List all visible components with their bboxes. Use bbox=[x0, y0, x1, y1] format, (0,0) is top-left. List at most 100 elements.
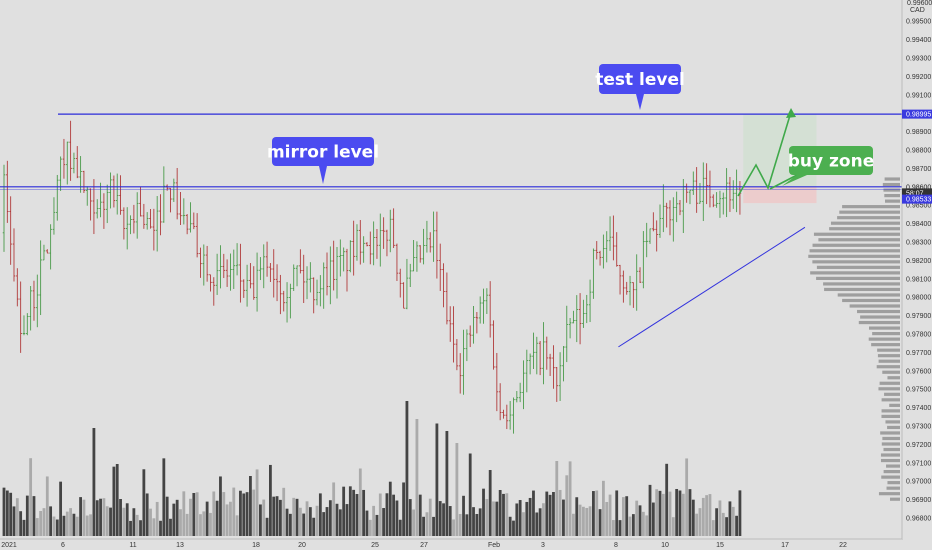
volume-bar bbox=[478, 508, 482, 536]
volume-bar bbox=[518, 500, 522, 536]
projected-path-arrowhead bbox=[786, 108, 796, 118]
volume-bar bbox=[562, 499, 565, 536]
volume-bar bbox=[345, 504, 349, 536]
buy-zone-stop-area bbox=[743, 186, 817, 204]
volume-bar bbox=[249, 476, 252, 536]
volume-profile-bar bbox=[881, 414, 900, 418]
volume-bar bbox=[638, 505, 642, 536]
volume-bar bbox=[12, 506, 16, 536]
time-tick-label: 17 bbox=[781, 542, 789, 549]
price-tag-label: 0.98995 bbox=[906, 112, 931, 119]
volume-bar bbox=[605, 501, 609, 536]
volume-bar bbox=[545, 491, 549, 536]
volume-bar bbox=[99, 498, 102, 536]
volume-bar bbox=[721, 512, 725, 536]
volume-bar bbox=[372, 505, 376, 536]
volume-profile-bar bbox=[887, 481, 900, 485]
test-level-callout-box bbox=[599, 64, 681, 94]
volume-bar bbox=[285, 508, 289, 536]
volume-profile-bar bbox=[883, 447, 900, 452]
volume-bar bbox=[59, 481, 63, 536]
volume-bar bbox=[492, 501, 495, 536]
volume-bar bbox=[405, 401, 409, 536]
buy-zone-callout: buy zone bbox=[782, 146, 874, 186]
volume-profile-bar bbox=[823, 282, 900, 286]
mirror-level-callout-box bbox=[272, 137, 374, 166]
volume-bar bbox=[578, 504, 582, 536]
time-tick-label: 10 bbox=[661, 542, 669, 549]
volume-bar bbox=[572, 513, 575, 536]
volume-bar bbox=[715, 508, 719, 536]
volume-bar bbox=[375, 514, 379, 536]
volume-bar bbox=[332, 482, 336, 536]
price-tick-label: 0.99200 bbox=[906, 74, 931, 81]
volume-bar bbox=[552, 492, 555, 536]
volume-profile-bar bbox=[878, 492, 900, 496]
volume-bar bbox=[335, 503, 339, 536]
price-tick-label: 0.99400 bbox=[906, 37, 931, 44]
time-tick-label: 3 bbox=[541, 542, 545, 549]
volume-bar bbox=[512, 520, 515, 536]
volume-profile-bar bbox=[809, 249, 900, 253]
price-axis-background bbox=[902, 0, 932, 550]
volume-bar bbox=[232, 487, 236, 536]
volume-bar bbox=[678, 490, 682, 536]
volume-bar bbox=[65, 511, 69, 536]
volume-bar bbox=[82, 499, 86, 536]
price-tick-label: 0.96900 bbox=[906, 497, 931, 504]
volume-profile-bar bbox=[884, 177, 900, 181]
volume-bar bbox=[209, 512, 212, 536]
volume-bar bbox=[422, 516, 425, 536]
volume-bar bbox=[602, 480, 605, 536]
volume-bar bbox=[328, 500, 332, 536]
volume-bar bbox=[711, 520, 715, 536]
volume-profile-bar bbox=[881, 409, 900, 413]
volume-bar bbox=[465, 514, 469, 536]
volume-bar bbox=[412, 509, 415, 536]
volume-bar bbox=[259, 504, 262, 536]
volume-profile-bar bbox=[837, 293, 900, 297]
volume-profile-bar bbox=[882, 370, 900, 374]
time-tick-label: 13 bbox=[176, 542, 184, 549]
volume-bar bbox=[275, 496, 279, 536]
volume-bar bbox=[175, 499, 179, 536]
volume-bar bbox=[9, 492, 13, 536]
mirror-level-callout-tail bbox=[319, 166, 327, 184]
volume-bar bbox=[705, 495, 709, 536]
volume-bar bbox=[55, 519, 59, 536]
volume-bar bbox=[658, 490, 662, 536]
volume-bar bbox=[691, 499, 695, 536]
price-tick-label: 0.99100 bbox=[906, 92, 931, 99]
volume-bar bbox=[235, 515, 239, 536]
volume-profile-bar bbox=[810, 271, 900, 275]
volume-profile bbox=[808, 177, 900, 501]
volume-bar bbox=[252, 489, 256, 536]
volume-bar bbox=[621, 497, 625, 536]
price-tick-label: 0.97200 bbox=[906, 442, 931, 449]
volume-profile-bar bbox=[886, 464, 900, 468]
countdown-tag-box bbox=[902, 188, 932, 198]
volume-profile-bar bbox=[878, 359, 900, 363]
volume-bar bbox=[725, 517, 729, 536]
price-tick-label: 0.97500 bbox=[906, 387, 931, 394]
price-tick-label: 0.98800 bbox=[906, 148, 931, 155]
volume-profile-bar bbox=[830, 221, 900, 225]
volume-profile-bar bbox=[860, 315, 900, 319]
volume-bar bbox=[288, 513, 292, 536]
time-tick-label: 15 bbox=[716, 542, 724, 549]
volume-bar bbox=[15, 498, 19, 536]
volume-profile-bar bbox=[812, 243, 900, 247]
price-tag: 0.98533 bbox=[902, 194, 932, 204]
volume-profile-bar bbox=[885, 420, 900, 424]
price-tag: 0.98995 bbox=[902, 109, 932, 119]
volume-bar bbox=[641, 511, 645, 536]
volume-bar bbox=[212, 491, 216, 536]
price-tick-label: 0.98100 bbox=[906, 276, 931, 283]
volume-bar bbox=[701, 497, 705, 536]
volume-bar bbox=[538, 508, 542, 536]
volume-bar bbox=[382, 508, 386, 536]
volume-bar bbox=[385, 493, 389, 536]
time-axis[interactable]: 2021 6 11 13 18 20 25 27 Feb 3 8 10 15 17 22 bbox=[0, 538, 902, 550]
